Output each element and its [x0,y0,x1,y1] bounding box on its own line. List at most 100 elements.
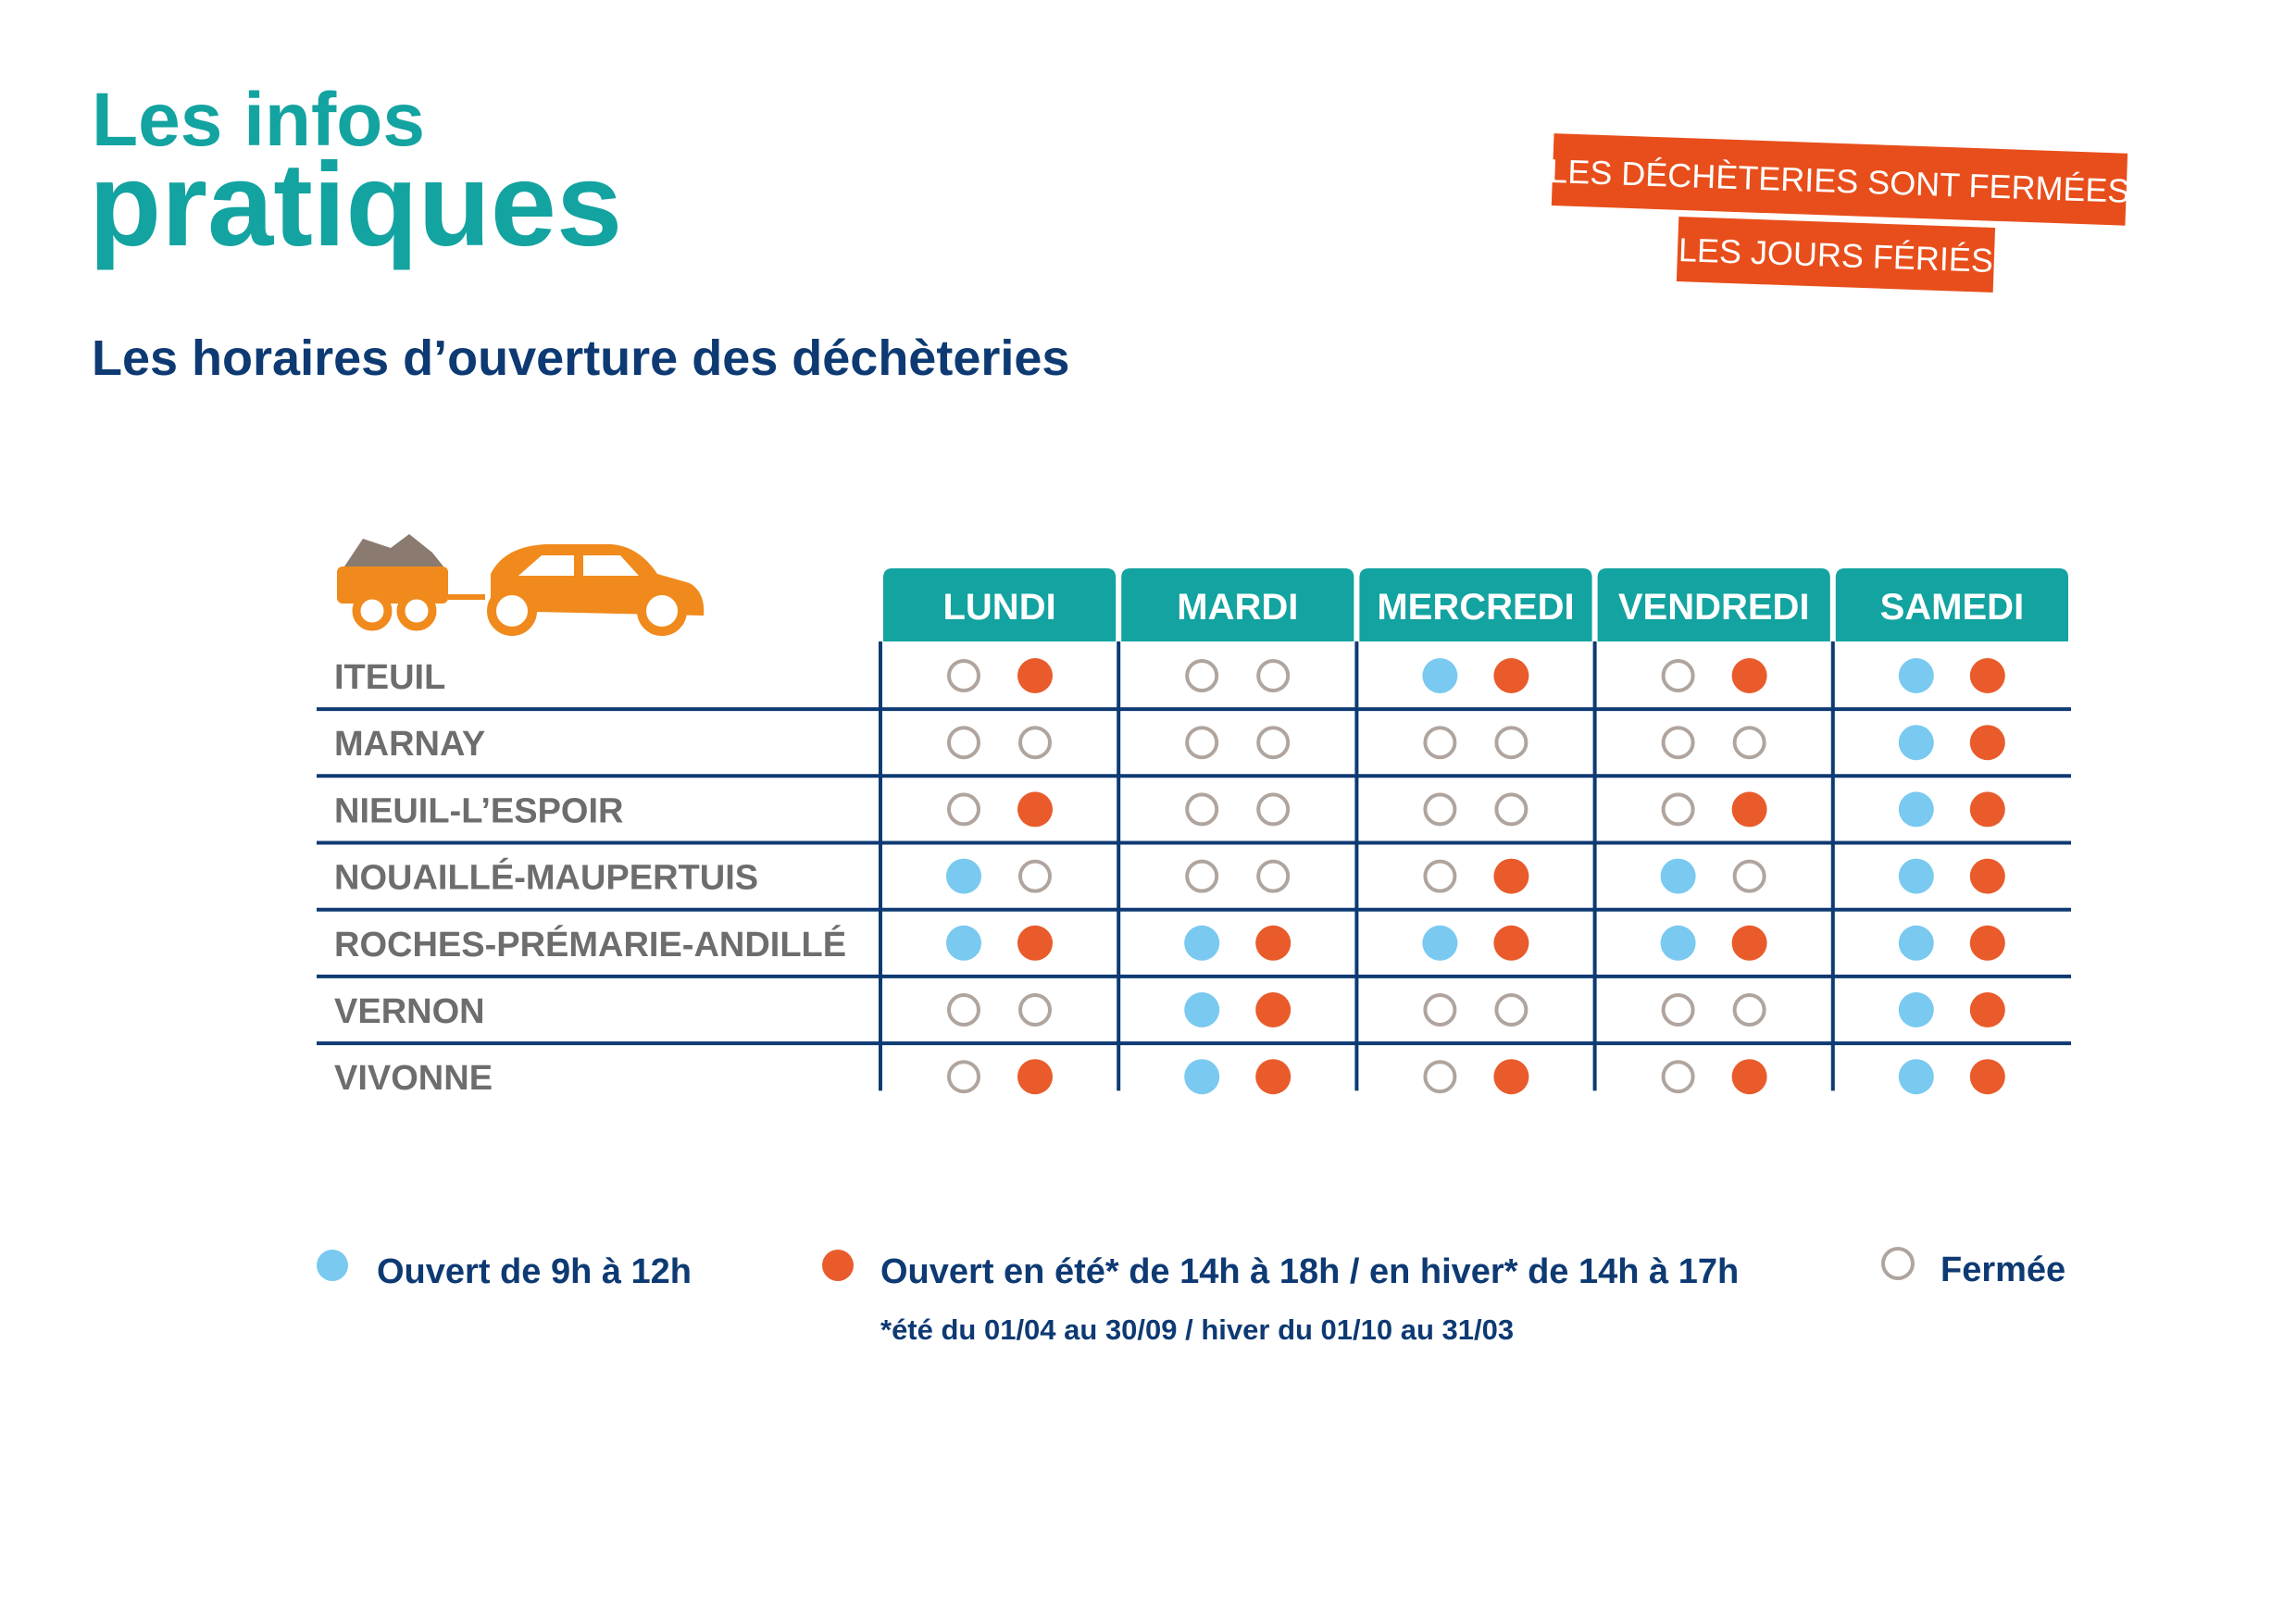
closed [947,726,980,760]
closed [947,792,980,827]
legend-dot-afternoon [822,1250,854,1281]
open-morning [1898,992,1934,1027]
site-name: MARNAY [334,725,485,764]
title-line2: pratiques [89,139,622,271]
open-afternoon [1731,1059,1767,1095]
badge-bg [1551,133,2128,226]
open-afternoon [1493,658,1529,693]
open-afternoon [1731,658,1767,693]
day-header: SAMEDI [1880,587,2025,628]
open-afternoon [1017,925,1053,961]
open-morning [1660,858,1696,894]
legend-dot-morning [317,1250,348,1281]
site-name: ITEUIL [334,658,445,697]
day-header-bg [1359,568,1592,641]
legend-closed: Fermée [1940,1251,2065,1289]
open-morning [946,925,981,961]
closed [1256,859,1291,893]
closed [1661,993,1695,1027]
open-morning [1898,725,1934,761]
closed [1423,1060,1457,1094]
closed [1256,726,1291,760]
open-morning [1184,992,1220,1027]
open-afternoon [1255,925,1292,961]
open-afternoon [1017,791,1053,828]
day-header-bg [1835,568,2068,641]
day-header: MERCREDI [1377,587,1574,628]
closed [1732,726,1766,760]
open-afternoon [1731,791,1767,828]
badge-1: LES DÉCHÈTERIES SONT FERMÉES [1549,133,2130,226]
closed [947,659,980,692]
day-header: MARDI [1177,587,1298,628]
site-name: NOUAILLÉ-MAUPERTUIS [334,857,758,898]
open-morning [1422,925,1458,961]
legend-dot-closed [1881,1247,1915,1280]
closed [1018,859,1052,893]
day-header-bg [1597,568,1830,641]
open-afternoon [1017,658,1053,693]
open-afternoon [1255,1059,1292,1095]
closed [1661,659,1695,692]
open-afternoon [1969,1059,2005,1095]
closed [1423,859,1457,893]
open-afternoon [1493,858,1529,894]
closed [1661,1060,1695,1094]
open-afternoon [1969,791,2005,828]
day-header: LUNDI [942,587,1055,628]
closed [947,993,980,1027]
site-name: VIVONNE [334,1059,493,1098]
subtitle: Les horaires d’ouverture des déchèteries [92,330,1069,386]
open-morning [1898,925,1934,961]
open-afternoon [1017,1059,1053,1095]
closed [1185,659,1219,692]
closed [1185,726,1219,760]
open-afternoon [1969,992,2005,1027]
title-line1: Les infos [92,78,425,162]
open-afternoon [1969,925,2005,961]
open-morning [1422,658,1458,693]
open-morning [1184,925,1220,961]
badge-2: LES JOURS FÉRIÉS [1676,217,1996,292]
legend-note: *été du 01/04 au 30/09 / hiver du 01/10 … [880,1313,1514,1346]
closed [1256,659,1291,692]
closed [1732,993,1766,1027]
legend-morning: Ouvert de 9h à 12h [377,1252,692,1291]
badge-bg [1676,217,1996,292]
open-morning [1898,1059,1934,1095]
closed [1732,859,1766,893]
closed [1423,792,1457,827]
site-name: NIEUIL-L’ESPOIR [334,791,623,830]
open-morning [1898,791,1934,828]
site-name: VERNON [334,992,485,1031]
open-afternoon [1969,858,2005,894]
closed [1661,726,1695,760]
legend-afternoon: Ouvert en été* de 14h à 18h / en hiver* … [880,1252,1739,1291]
day-header-bg [883,568,1117,641]
closed [1018,993,1052,1027]
open-afternoon [1969,658,2005,693]
site-name: ROCHES-PRÉMARIE-ANDILLÉ [334,924,846,965]
closed [1018,726,1052,760]
open-afternoon [1493,1059,1529,1095]
closed [1423,993,1457,1027]
open-morning [1898,858,1934,894]
day-header-bg [1121,568,1354,641]
closed [1661,792,1695,827]
open-morning [1660,925,1696,961]
closed [1185,792,1219,827]
closed [1494,993,1529,1027]
legend: Ouvert de 9h à 12h Ouvert en été* de 14h… [317,1247,2065,1346]
open-afternoon [1493,925,1529,961]
open-afternoon [1731,925,1767,961]
closed [1256,792,1291,827]
open-morning [1898,658,1934,693]
open-afternoon [1255,992,1292,1027]
open-afternoon [1969,725,2005,761]
closed [1423,726,1457,760]
closed [1494,792,1529,827]
open-morning [1184,1059,1220,1095]
day-header: VENDREDI [1618,587,1810,628]
closed [1185,859,1219,893]
